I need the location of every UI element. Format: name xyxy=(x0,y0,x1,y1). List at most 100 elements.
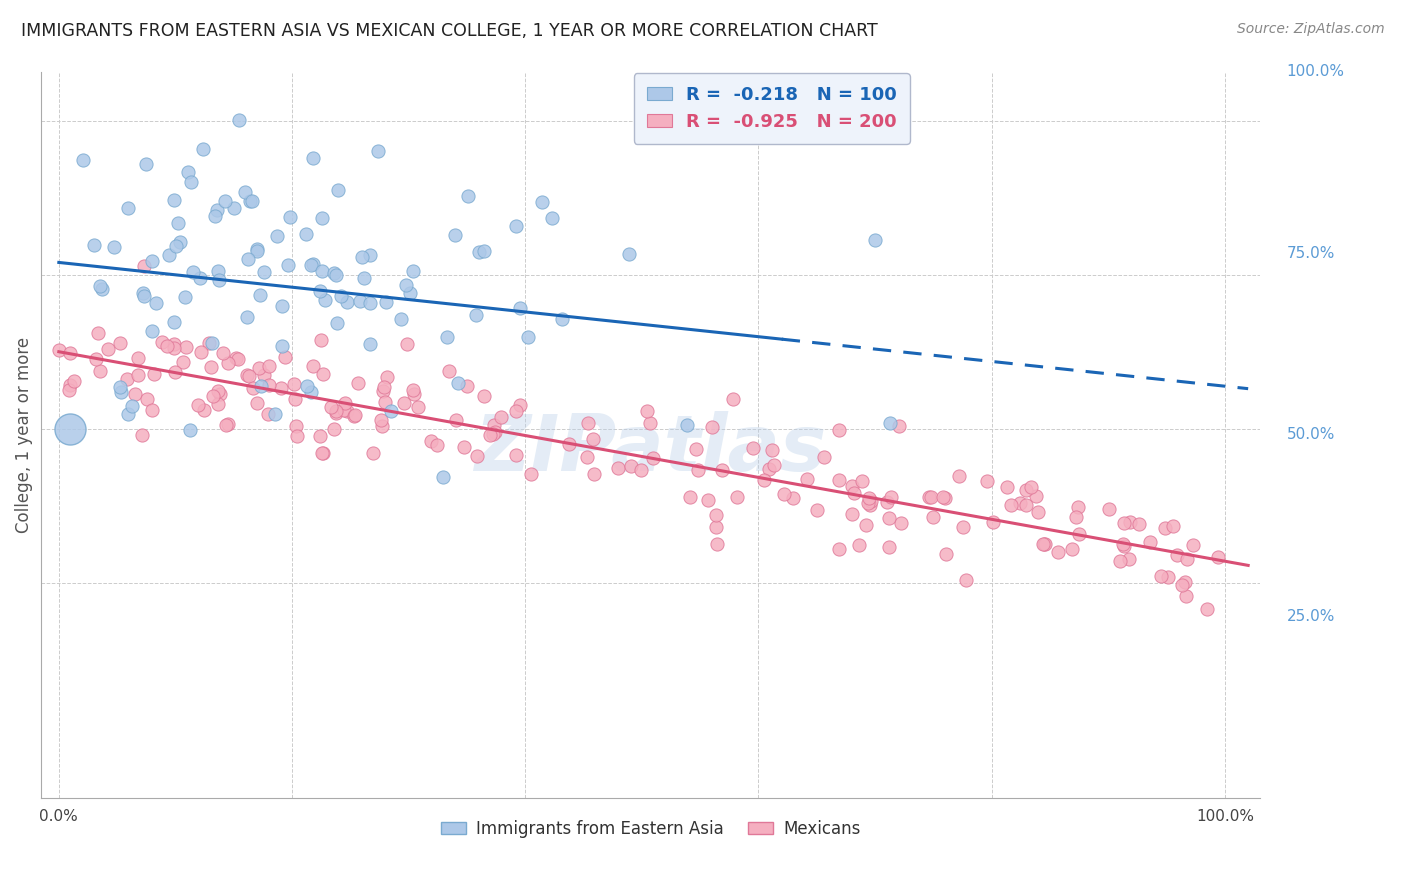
Point xyxy=(143,367,166,381)
Point xyxy=(90,282,112,296)
Text: ZIPatlas: ZIPatlas xyxy=(474,411,827,487)
Point xyxy=(436,330,458,344)
Point xyxy=(246,244,269,258)
Point xyxy=(177,164,200,178)
Point xyxy=(321,401,343,415)
Point xyxy=(84,352,107,367)
Point xyxy=(131,428,153,442)
Point xyxy=(225,351,247,365)
Point xyxy=(371,419,394,434)
Point xyxy=(761,443,783,458)
Point xyxy=(89,278,111,293)
Point xyxy=(392,396,415,410)
Point xyxy=(1025,489,1047,503)
Point xyxy=(706,536,728,550)
Point xyxy=(343,409,366,424)
Point xyxy=(336,295,359,310)
Legend: Immigrants from Eastern Asia, Mexicans: Immigrants from Eastern Asia, Mexicans xyxy=(434,813,868,845)
Point xyxy=(465,308,488,322)
Point xyxy=(285,418,308,433)
Point xyxy=(325,403,347,417)
Point xyxy=(301,257,323,271)
Point xyxy=(163,337,186,351)
Point xyxy=(935,547,957,561)
Point xyxy=(530,195,553,210)
Point xyxy=(576,450,599,465)
Point xyxy=(359,336,381,351)
Point xyxy=(1097,502,1119,516)
Point xyxy=(1008,496,1031,510)
Point xyxy=(359,248,381,262)
Point xyxy=(233,185,256,199)
Point xyxy=(48,343,70,357)
Point xyxy=(333,403,356,417)
Point xyxy=(214,417,236,432)
Point xyxy=(314,293,336,308)
Point xyxy=(97,343,120,357)
Point xyxy=(1015,483,1038,497)
Point xyxy=(103,240,125,254)
Point xyxy=(163,341,186,355)
Point xyxy=(641,451,664,466)
Point xyxy=(1062,542,1084,557)
Point xyxy=(208,273,231,287)
Point xyxy=(246,242,269,256)
Point xyxy=(1033,537,1056,551)
Point xyxy=(226,352,249,367)
Point xyxy=(235,310,257,324)
Point xyxy=(264,407,287,421)
Point xyxy=(375,369,398,384)
Point xyxy=(89,364,111,378)
Point xyxy=(721,392,744,407)
Point xyxy=(295,378,318,392)
Point xyxy=(828,542,851,557)
Point xyxy=(236,368,259,383)
Point xyxy=(932,491,955,505)
Point xyxy=(336,403,359,417)
Point xyxy=(323,422,346,436)
Point xyxy=(108,380,131,394)
Point xyxy=(851,474,873,488)
Point xyxy=(205,203,228,218)
Point xyxy=(247,361,270,376)
Point xyxy=(638,416,661,430)
Point xyxy=(346,376,368,390)
Point xyxy=(299,385,322,400)
Point xyxy=(1111,537,1133,551)
Point xyxy=(706,520,728,534)
Point xyxy=(165,239,187,253)
Point xyxy=(207,264,229,278)
Point xyxy=(444,413,467,427)
Point xyxy=(253,368,276,382)
Point xyxy=(242,381,264,395)
Point xyxy=(1197,602,1219,616)
Point xyxy=(696,492,718,507)
Point xyxy=(617,247,640,261)
Point xyxy=(312,368,335,382)
Point xyxy=(217,355,239,369)
Point xyxy=(115,372,138,386)
Point xyxy=(132,260,155,274)
Point xyxy=(700,420,723,434)
Point xyxy=(841,507,863,521)
Point xyxy=(976,474,998,488)
Point xyxy=(181,265,204,279)
Point xyxy=(520,467,543,482)
Point xyxy=(141,402,163,417)
Point xyxy=(266,229,288,244)
Point xyxy=(277,258,299,272)
Point xyxy=(813,450,835,464)
Point xyxy=(150,335,173,350)
Point xyxy=(214,194,236,208)
Point xyxy=(395,336,418,351)
Point xyxy=(163,193,186,207)
Point xyxy=(287,428,309,442)
Point xyxy=(311,263,333,277)
Text: 100.0%: 100.0% xyxy=(1286,64,1344,79)
Point xyxy=(328,183,350,197)
Point xyxy=(211,346,233,360)
Point xyxy=(201,335,224,350)
Text: 50.0%: 50.0% xyxy=(1286,427,1336,442)
Point xyxy=(472,244,495,259)
Point xyxy=(758,461,780,475)
